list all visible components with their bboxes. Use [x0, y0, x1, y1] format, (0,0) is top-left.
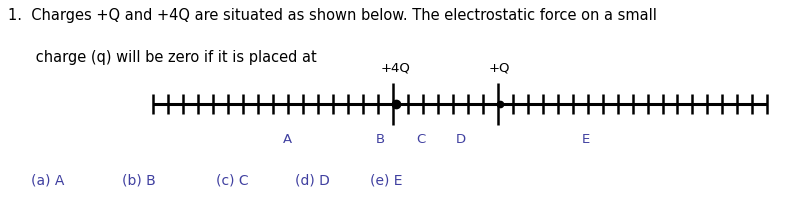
Text: C: C [416, 133, 426, 146]
Text: 1.  Charges +Q and +4Q are situated as shown below. The electrostatic force on a: 1. Charges +Q and +4Q are situated as sh… [8, 8, 656, 23]
Text: (c) C: (c) C [216, 173, 249, 187]
Text: A: A [283, 133, 292, 146]
Text: D: D [456, 133, 465, 146]
Text: +4Q: +4Q [381, 62, 411, 75]
Text: (a) A: (a) A [31, 173, 65, 187]
Text: charge (q) will be zero if it is placed at: charge (q) will be zero if it is placed … [8, 50, 316, 65]
Text: E: E [582, 133, 590, 146]
Text: (b) B: (b) B [122, 173, 156, 187]
Text: +Q: +Q [489, 62, 511, 75]
Text: B: B [375, 133, 385, 146]
Text: (d) D: (d) D [295, 173, 330, 187]
Text: (e) E: (e) E [370, 173, 402, 187]
